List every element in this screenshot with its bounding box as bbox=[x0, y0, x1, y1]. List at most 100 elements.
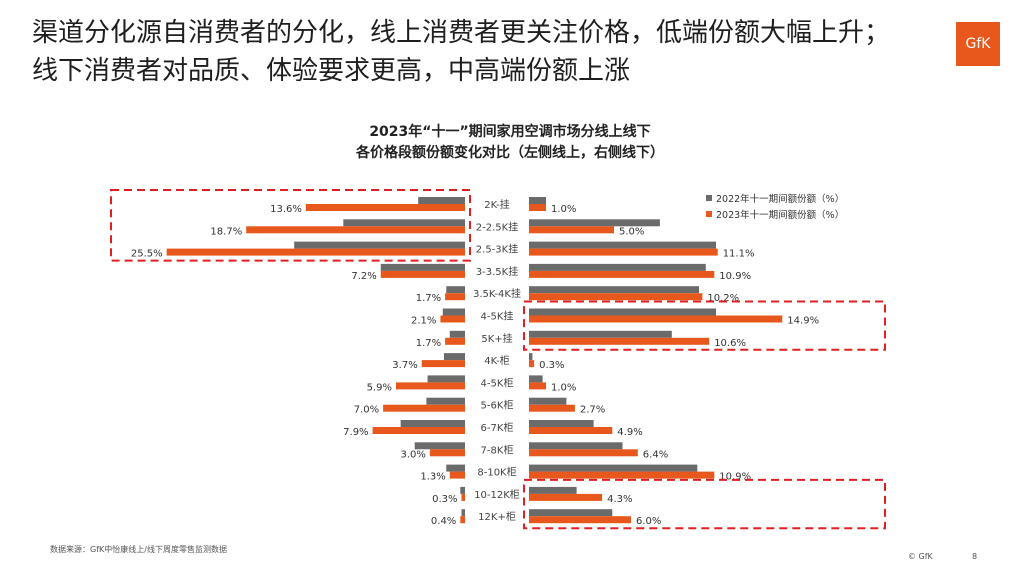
bar-offline-2023 bbox=[529, 337, 710, 345]
data-label-online: 7.0% bbox=[354, 405, 379, 416]
category-label: 3.5K-4K挂 bbox=[473, 287, 521, 300]
bar-online-2022 bbox=[446, 286, 465, 294]
category-label: 6-7K柜 bbox=[481, 421, 514, 434]
bar-online-2023 bbox=[460, 516, 465, 524]
data-label-offline: 10.2% bbox=[707, 293, 739, 304]
gfk-logo: GfK bbox=[956, 22, 1000, 66]
bar-online-2022 bbox=[414, 442, 465, 450]
data-label-online: 5.9% bbox=[367, 382, 392, 393]
bar-online-2022 bbox=[380, 263, 465, 271]
data-label-online: 0.4% bbox=[431, 516, 456, 527]
data-label-online: 25.5% bbox=[131, 249, 163, 260]
bar-online-2022 bbox=[343, 219, 465, 227]
bar-online-2022 bbox=[461, 509, 465, 517]
bar-offline-2022 bbox=[529, 197, 546, 204]
data-label-online: 7.9% bbox=[343, 427, 368, 438]
bar-online-2022 bbox=[426, 397, 465, 405]
data-label-online: 7.2% bbox=[351, 271, 376, 282]
legend-label-2022: 2022年十一期间额份额（%） bbox=[716, 193, 844, 205]
bar-offline-2022 bbox=[529, 509, 613, 517]
bar-online-2023 bbox=[445, 293, 465, 301]
category-label: 8-10K柜 bbox=[477, 466, 516, 479]
bar-offline-2022 bbox=[529, 219, 660, 227]
bar-online-2023 bbox=[461, 493, 465, 501]
bar-online-2023 bbox=[166, 248, 465, 256]
bar-online-2023 bbox=[445, 337, 465, 345]
bar-online-2022 bbox=[427, 375, 465, 383]
category-label: 3-3.5K挂 bbox=[476, 265, 518, 278]
copyright: © GfK bbox=[908, 552, 933, 561]
bar-offline-2023 bbox=[529, 204, 546, 211]
highlight-box bbox=[523, 478, 886, 530]
bar-offline-2023 bbox=[529, 270, 715, 278]
bar-offline-2023 bbox=[529, 516, 631, 524]
legend-swatch-2022 bbox=[706, 195, 712, 201]
data-label-online: 0.3% bbox=[432, 494, 457, 505]
highlight-box bbox=[110, 189, 471, 262]
bar-offline-2022 bbox=[529, 263, 706, 271]
bar-offline-2022 bbox=[529, 420, 594, 427]
bar-offline-2022 bbox=[529, 353, 533, 361]
bar-offline-2023 bbox=[529, 226, 614, 234]
legend-label-2023: 2023年十一期间额份额（%） bbox=[716, 209, 844, 221]
bar-offline-2022 bbox=[529, 286, 699, 294]
category-label: 10-12K柜 bbox=[474, 488, 520, 501]
chart-title-line-2: 各价格段额份额变化对比（左侧线上，右侧线下） bbox=[356, 145, 664, 161]
bar-online-2023 bbox=[440, 315, 465, 323]
bar-online-2022 bbox=[446, 464, 465, 472]
bar-online-2022 bbox=[294, 241, 465, 249]
bar-offline-2022 bbox=[529, 442, 623, 450]
slide-title: 渠道分化源自消费者的分化，线上消费者更关注价格，低端份额大幅上升；线下消费者对品… bbox=[32, 18, 891, 86]
bar-offline-2023 bbox=[529, 315, 783, 323]
data-label-online: 1.3% bbox=[420, 472, 445, 483]
bar-online-2023 bbox=[372, 427, 465, 434]
bar-offline-2022 bbox=[529, 308, 716, 316]
category-label: 7-8K柜 bbox=[481, 443, 514, 456]
bar-online-2023 bbox=[421, 360, 465, 368]
category-label: 5K+挂 bbox=[481, 332, 512, 345]
legend-swatch-2023 bbox=[706, 211, 712, 217]
data-label-offline: 6.0% bbox=[636, 516, 661, 527]
data-label-online: 2.1% bbox=[411, 316, 436, 327]
data-label-offline: 10.6% bbox=[714, 338, 746, 349]
page-number: 8 bbox=[972, 552, 978, 561]
bar-offline-2023 bbox=[529, 382, 546, 390]
category-label: 2-2.5K挂 bbox=[476, 220, 518, 233]
data-label-online: 3.7% bbox=[392, 360, 417, 371]
bar-offline-2022 bbox=[529, 486, 577, 494]
bar-online-2023 bbox=[383, 404, 465, 412]
bar-online-2023 bbox=[395, 382, 465, 390]
category-label: 4K-柜 bbox=[484, 354, 509, 367]
bar-online-2022 bbox=[400, 420, 465, 427]
data-label-online: 1.7% bbox=[416, 293, 441, 304]
bar-online-2022 bbox=[449, 330, 465, 338]
bar-online-2022 bbox=[442, 308, 465, 316]
category-label: 2K-挂 bbox=[484, 198, 509, 211]
bar-online-2022 bbox=[460, 486, 465, 494]
bar-offline-2022 bbox=[529, 464, 698, 472]
source-note: 数据来源：GfK中怡康线上/线下周度零售监测数据 bbox=[50, 545, 227, 554]
data-label-offline: 14.9% bbox=[787, 316, 819, 327]
bar-offline-2022 bbox=[529, 375, 543, 383]
category-label: 4-5K挂 bbox=[481, 310, 514, 323]
bar-offline-2023 bbox=[529, 427, 613, 434]
bar-online-2023 bbox=[429, 449, 465, 457]
bar-offline-2023 bbox=[529, 293, 703, 301]
bar-online-2022 bbox=[418, 197, 465, 204]
data-label-offline: 1.0% bbox=[551, 382, 576, 393]
data-label-online: 18.7% bbox=[210, 226, 242, 237]
category-label: 4-5K柜 bbox=[481, 376, 514, 389]
bar-offline-2023 bbox=[529, 493, 603, 501]
category-label: 5-6K柜 bbox=[481, 399, 514, 412]
data-label-offline: 0.3% bbox=[539, 360, 564, 371]
bar-online-2023 bbox=[246, 226, 465, 234]
data-label-offline: 5.0% bbox=[619, 226, 644, 237]
bar-offline-2022 bbox=[529, 330, 672, 338]
data-label-offline: 10.9% bbox=[719, 472, 751, 483]
data-label-online: 1.7% bbox=[416, 338, 441, 349]
category-label: 12K+柜 bbox=[478, 510, 516, 523]
bar-offline-2023 bbox=[529, 404, 575, 412]
data-label-online: 13.6% bbox=[270, 204, 302, 215]
data-label-offline: 4.9% bbox=[617, 427, 642, 438]
